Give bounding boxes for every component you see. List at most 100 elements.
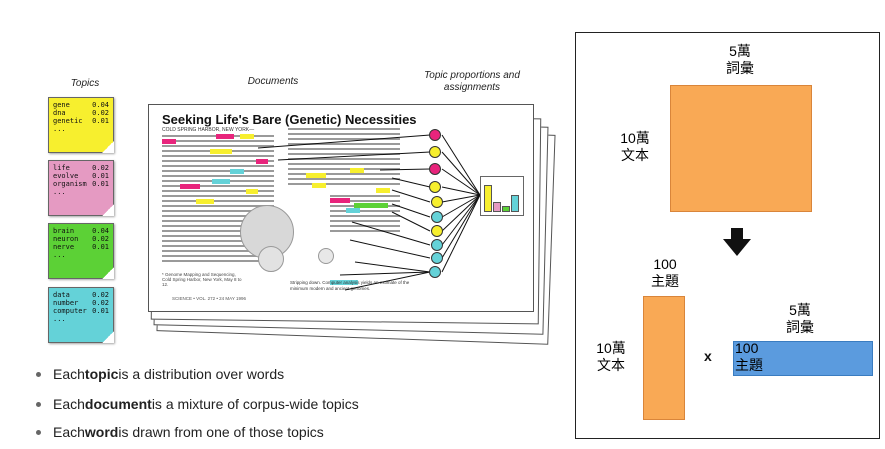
text-line: [330, 210, 400, 212]
figure-circle-small: [258, 246, 284, 272]
text-line: [288, 133, 400, 135]
text-line: [162, 175, 274, 177]
text-line: [162, 170, 274, 172]
topic-note-data: data 0.02 number 0.02 computer 0.01 ...: [48, 287, 114, 343]
assignment-line: [441, 194, 481, 218]
text-line: [162, 210, 274, 212]
word-highlight: [162, 139, 176, 144]
word-highlight: [330, 198, 350, 203]
right-topics-label: 100 主題: [735, 340, 763, 373]
text-line: [162, 255, 274, 257]
text-line: [330, 200, 400, 202]
assignment-line: [441, 194, 481, 246]
word-highlight: [330, 280, 358, 285]
word-highlight: [312, 183, 326, 188]
assignment-line: [339, 271, 431, 276]
documents-header: Documents: [247, 76, 299, 87]
document-word-matrix: [670, 85, 812, 212]
topic-assignment-dot: [431, 211, 443, 223]
text-line: [288, 178, 400, 180]
topics-header: Topics: [70, 78, 100, 89]
text-line: [162, 245, 274, 247]
text-line: [162, 230, 274, 232]
word-highlight: [212, 179, 230, 184]
assignment-line: [441, 186, 481, 196]
text-line: [162, 260, 274, 262]
assignment-line: [349, 239, 431, 259]
text-line: [330, 215, 400, 217]
word-highlight: [354, 203, 388, 208]
assignment-line: [441, 194, 481, 259]
document-footer: SCIENCE • VOL. 272 • 24 MAY 1996: [172, 296, 247, 301]
assignment-line: [391, 189, 431, 203]
topic-assignment-dot: [431, 252, 443, 264]
text-line: [162, 155, 274, 157]
figure-circle-right: [318, 248, 334, 264]
matrix-factorization-panel: [575, 32, 880, 439]
document-dateline: COLD SPRING HARBOR, NEW YORK—: [162, 127, 255, 133]
text-line: [162, 235, 274, 237]
text-line: [162, 250, 274, 252]
left-topics-label: 100 主題: [651, 256, 679, 289]
assignment-line: [391, 177, 431, 188]
text-line: [162, 185, 274, 187]
text-line: [162, 165, 274, 167]
word-highlight: [230, 169, 244, 174]
word-highlight: [240, 134, 254, 139]
text-line: [330, 220, 400, 222]
word-highlight: [346, 208, 360, 213]
right-words-label: 5萬 詞彙: [786, 302, 814, 335]
assignment-line: [379, 168, 431, 171]
assignment-line: [441, 194, 481, 232]
text-line: [162, 160, 274, 162]
assignment-line: [277, 151, 431, 161]
text-line: [288, 138, 400, 140]
down-arrow-icon: [723, 228, 751, 256]
bullet-word: Each word is drawn from one of those top…: [36, 424, 324, 440]
bullet-document: Each document is a mixture of corpus-wid…: [36, 396, 359, 412]
text-line: [288, 168, 400, 170]
text-line: [288, 128, 400, 130]
topic-assignment-dot: [431, 196, 443, 208]
document-caption: Stripping down. Computer analysis yields…: [290, 280, 410, 291]
assignment-line: [354, 261, 431, 273]
text-line: [330, 195, 400, 197]
word-highlight: [376, 188, 390, 193]
top-words-label: 5萬 詞彙: [726, 43, 754, 76]
topic-note-gene: gene 0.04 dna 0.02 genetic 0.01 ...: [48, 97, 114, 153]
assignment-line: [441, 134, 481, 196]
assignment-line: [391, 211, 431, 232]
topic-assignment-dot: [429, 181, 441, 193]
topic-note-brain: brain 0.04 neuron 0.02 nerve 0.01 ...: [48, 223, 114, 279]
text-line: [288, 158, 400, 160]
topic-assignment-dot: [429, 129, 441, 141]
text-line: [288, 148, 400, 150]
text-line: [288, 183, 400, 185]
topic-assignment-dot: [429, 266, 441, 278]
topic-note-life: life 0.02 evolve 0.01 organism 0.01 ...: [48, 160, 114, 216]
document-footnote: * Genome Mapping and Sequencing, Cold Sp…: [162, 272, 242, 287]
text-line: [288, 163, 400, 165]
text-line: [162, 220, 274, 222]
assignment-line: [344, 271, 431, 291]
assignment-line: [441, 168, 481, 196]
topic-assignment-dot: [431, 225, 443, 237]
left-docs-label: 10萬 文本: [596, 340, 626, 373]
text-line: [162, 240, 274, 242]
word-highlight: [196, 199, 214, 204]
assignment-line: [441, 194, 481, 273]
assignment-line: [257, 134, 431, 149]
topic-word-matrix: [733, 341, 873, 376]
text-line: [162, 225, 274, 227]
bullet-topic: Each topic is a distribution over words: [36, 366, 284, 382]
word-highlight: [180, 184, 200, 189]
text-line: [162, 140, 274, 142]
topic-assignment-dot: [431, 239, 443, 251]
proportions-header: Topic proportions and assignments: [424, 70, 520, 93]
assignment-line: [391, 203, 431, 218]
topic-assignment-dot: [429, 163, 441, 175]
proportion-bar: [502, 206, 510, 212]
text-line: [162, 195, 274, 197]
word-highlight: [210, 149, 232, 154]
